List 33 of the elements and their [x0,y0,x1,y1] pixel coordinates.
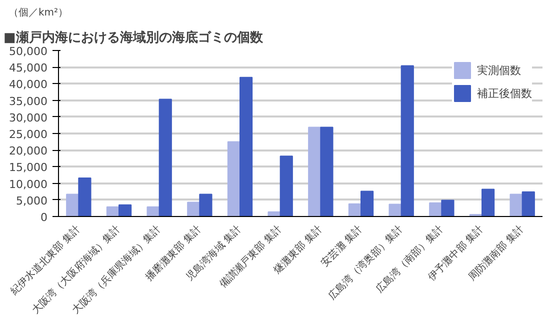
bar [146,206,160,216]
y-axis-title: （個／km²） [8,8,68,18]
bar [78,177,92,216]
bar [482,188,495,216]
chart-title: ■瀬戸内海における海域別の海底ゴミの個数 [4,30,264,46]
bar [240,76,253,216]
bar [187,202,200,216]
bar [199,194,212,216]
bar [158,98,172,216]
bar [388,204,402,216]
bar [308,126,322,216]
y-tick-label: 5,000 [16,194,48,208]
bar [118,204,132,216]
bar [227,141,240,216]
bar [441,200,454,216]
y-tick-label: 40,000 [9,78,48,92]
bar [280,156,293,216]
y-tick-label: 20,000 [9,144,48,158]
y-tick-label: 50,000 [9,45,48,58]
bar [510,194,523,216]
bar [320,126,334,216]
y-tick-label: 35,000 [9,94,48,108]
bar [522,191,535,216]
y-tick-label: 15,000 [9,161,48,174]
legend-label: 実測個数 [477,62,521,78]
y-tick-label: 30,000 [9,111,48,124]
y-tick-label: 0 [40,211,48,224]
y-tick-label: 10,000 [9,178,48,191]
legend-label: 補正後個数 [477,86,532,100]
bar [360,190,374,216]
y-tick-label: 25,000 [9,128,48,141]
bar [400,65,414,216]
y-tick-label: 45,000 [9,62,48,75]
